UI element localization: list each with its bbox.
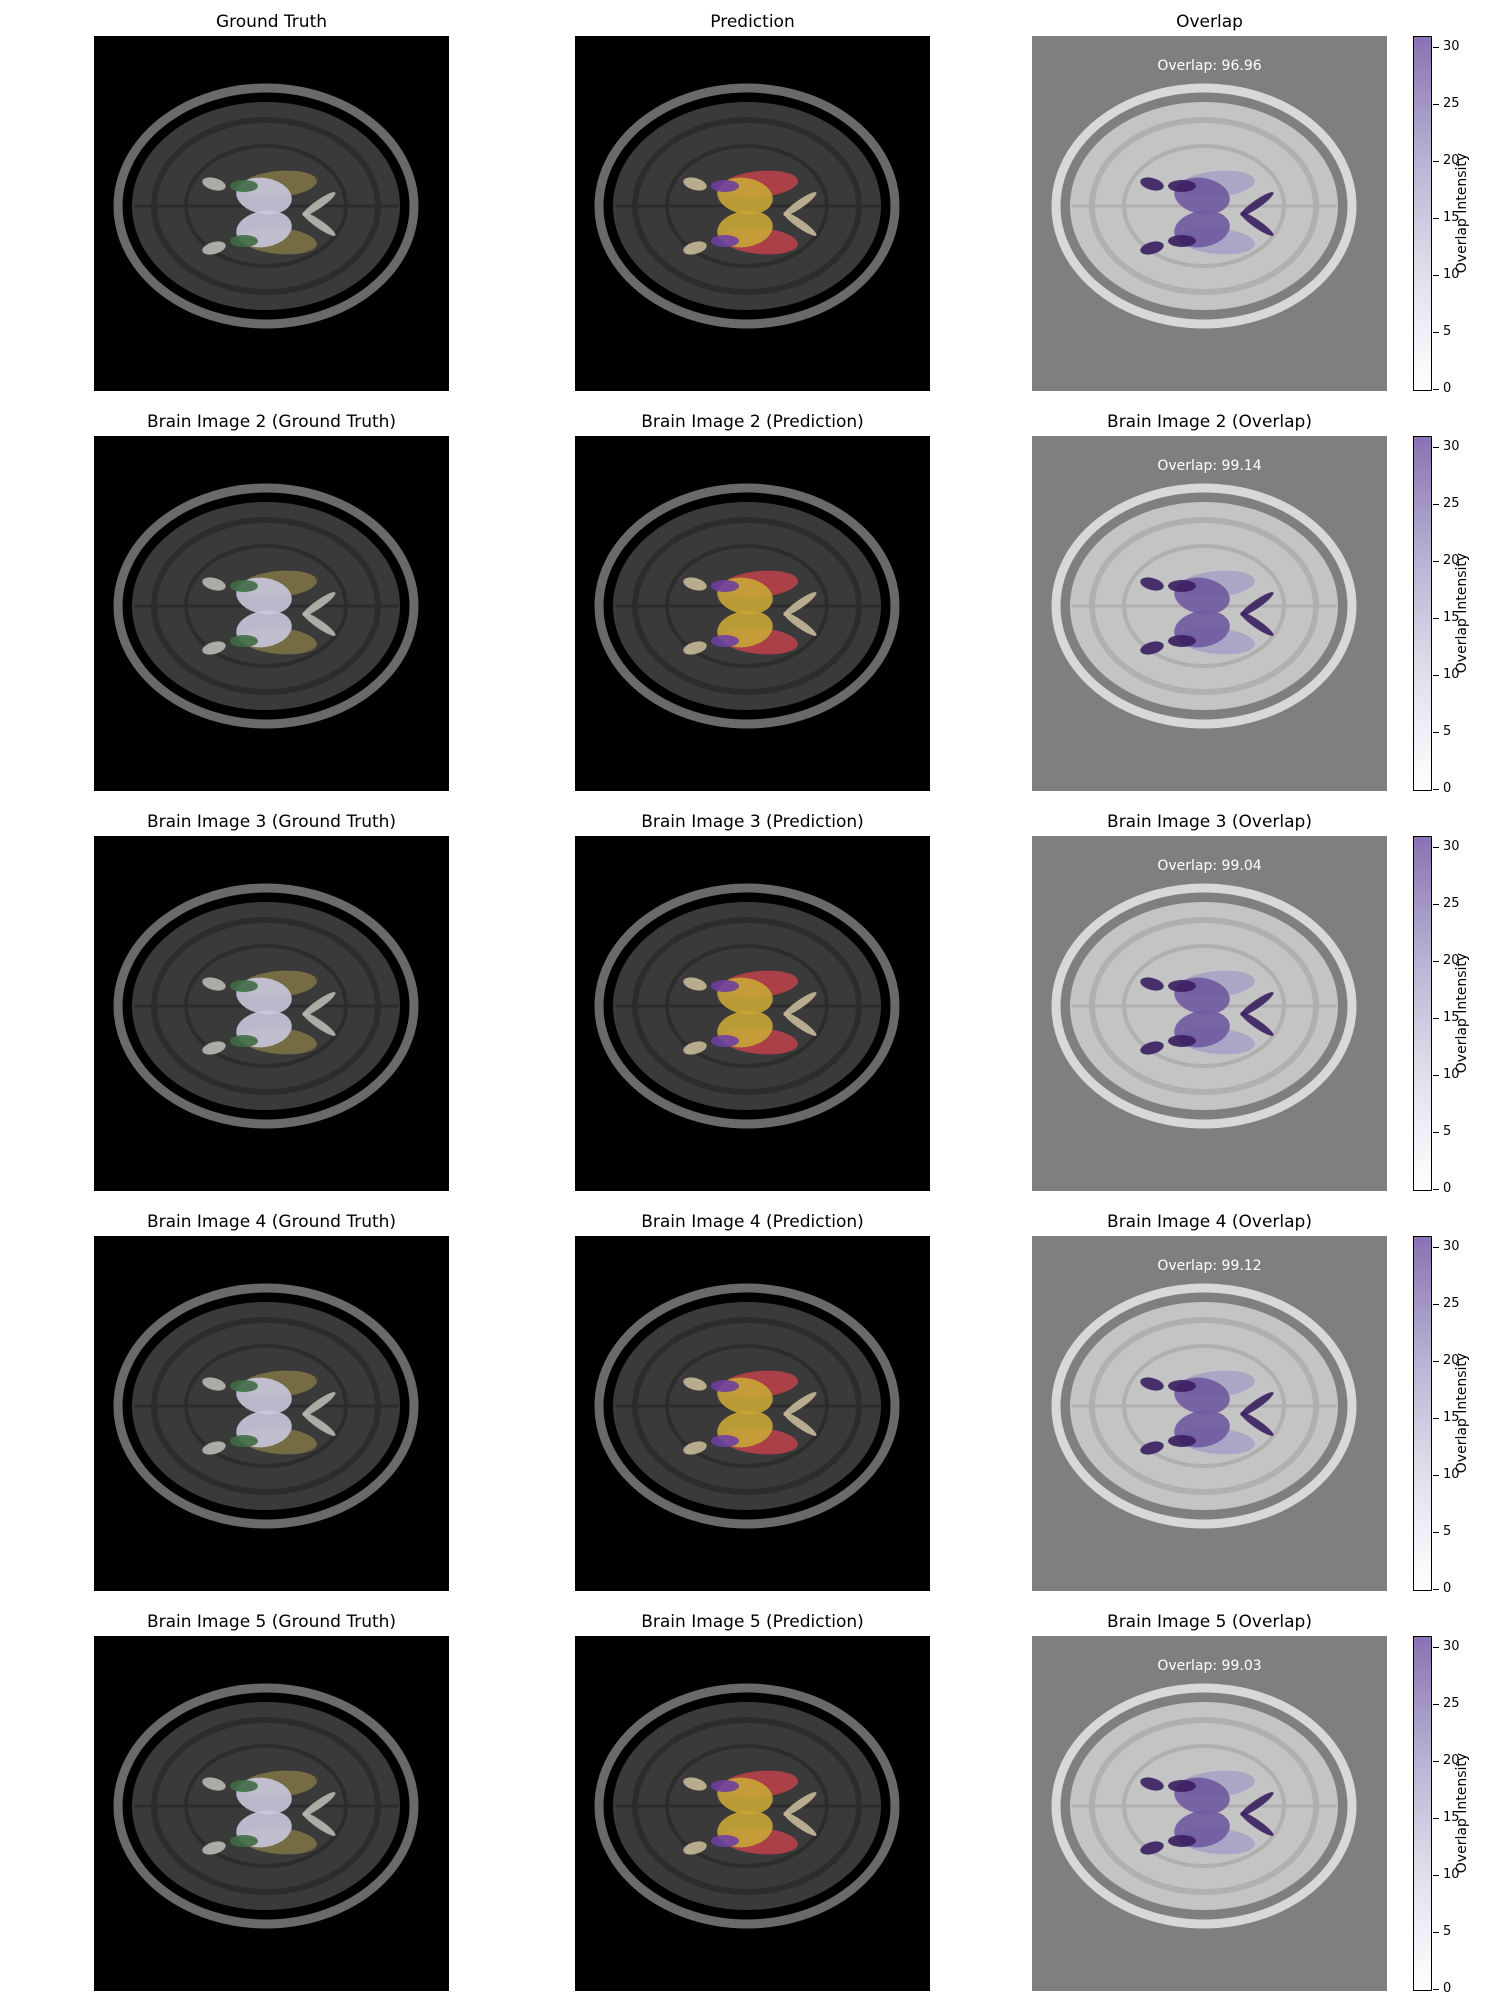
figure-row-1: Ground Truth Prediction Overlap Overlap:… <box>0 0 1500 400</box>
colorbar-tick: 10 <box>1443 667 1460 682</box>
brain-mri-slice <box>575 436 930 791</box>
figure-row-3: Brain Image 3 (Ground Truth) Brain Image… <box>0 800 1500 1200</box>
colorbar-tick: 30 <box>1443 1239 1460 1254</box>
colorbar-tick: 20 <box>1443 553 1460 568</box>
ground-truth-title: Brain Image 4 (Ground Truth) <box>146 1212 397 1232</box>
colorbar-tick: 20 <box>1443 153 1460 168</box>
colorbar-tick: 30 <box>1443 839 1460 854</box>
prediction-title: Brain Image 2 (Prediction) <box>641 412 864 432</box>
colorbar-tick: 30 <box>1443 439 1460 454</box>
brain-mri-slice <box>94 836 449 1191</box>
brain-mri-slice <box>1032 836 1387 1191</box>
brain-mri-slice <box>1032 1636 1387 1991</box>
colorbar-tick: 0 <box>1443 1181 1452 1196</box>
colorbar <box>1413 1636 1432 1991</box>
colorbar-tick: 25 <box>1443 96 1460 111</box>
colorbar-tick: 15 <box>1443 210 1460 225</box>
overlap-title: Brain Image 5 (Overlap) <box>1107 1612 1312 1632</box>
colorbar-tick: 20 <box>1443 953 1460 968</box>
prediction-image <box>575 1236 930 1591</box>
colorbar-tick: 20 <box>1443 1353 1460 1368</box>
ground-truth-title: Brain Image 3 (Ground Truth) <box>146 812 397 832</box>
colorbar-tick: 15 <box>1443 1010 1460 1025</box>
colorbar-tick: 15 <box>1443 610 1460 625</box>
colorbar-tick: 10 <box>1443 1867 1460 1882</box>
overlap-image: Overlap: 99.03 <box>1032 1636 1387 1991</box>
ground-truth-image <box>94 436 449 791</box>
overlap-score: Overlap: 99.04 <box>1157 858 1262 874</box>
overlap-image: Overlap: 99.12 <box>1032 1236 1387 1591</box>
ground-truth-image <box>94 836 449 1191</box>
colorbar <box>1413 436 1432 791</box>
prediction-image <box>575 436 930 791</box>
prediction-image <box>575 836 930 1191</box>
overlap-score: Overlap: 99.12 <box>1157 1258 1262 1274</box>
brain-mri-slice <box>575 1236 930 1591</box>
colorbar-tick: 0 <box>1443 1981 1452 1996</box>
colorbar-tick: 0 <box>1443 381 1452 396</box>
ground-truth-image <box>94 1236 449 1591</box>
brain-mri-slice <box>1032 436 1387 791</box>
colorbar-tick: 10 <box>1443 267 1460 282</box>
ground-truth-image <box>94 36 449 391</box>
brain-mri-slice <box>575 836 930 1191</box>
brain-mri-slice <box>94 1636 449 1991</box>
overlap-score: Overlap: 99.14 <box>1157 458 1262 474</box>
prediction-title: Brain Image 5 (Prediction) <box>641 1612 864 1632</box>
prediction-title: Prediction <box>710 12 795 32</box>
overlap-image: Overlap: 96.96 <box>1032 36 1387 391</box>
prediction-image <box>575 36 930 391</box>
colorbar-tick: 20 <box>1443 1753 1460 1768</box>
colorbar-tick: 5 <box>1443 1924 1452 1939</box>
brain-mri-slice <box>575 36 930 391</box>
brain-mri-slice <box>94 436 449 791</box>
brain-mri-slice <box>1032 36 1387 391</box>
figure-row-2: Brain Image 2 (Ground Truth) Brain Image… <box>0 400 1500 800</box>
colorbar-tick: 0 <box>1443 781 1452 796</box>
overlap-title: Brain Image 2 (Overlap) <box>1107 412 1312 432</box>
figure-row-4: Brain Image 4 (Ground Truth) Brain Image… <box>0 1200 1500 1600</box>
overlap-image: Overlap: 99.14 <box>1032 436 1387 791</box>
colorbar <box>1413 836 1432 1191</box>
colorbar-tick: 0 <box>1443 1581 1452 1596</box>
colorbar-tick: 10 <box>1443 1467 1460 1482</box>
brain-mri-slice <box>94 36 449 391</box>
colorbar-tick: 25 <box>1443 496 1460 511</box>
colorbar-tick: 5 <box>1443 1524 1452 1539</box>
ground-truth-title: Ground Truth <box>215 12 328 32</box>
brain-mri-slice <box>1032 1236 1387 1591</box>
brain-mri-slice <box>94 1236 449 1591</box>
overlap-title: Brain Image 4 (Overlap) <box>1107 1212 1312 1232</box>
prediction-image <box>575 1636 930 1991</box>
prediction-title: Brain Image 4 (Prediction) <box>641 1212 864 1232</box>
colorbar <box>1413 36 1432 391</box>
colorbar-tick: 5 <box>1443 724 1452 739</box>
colorbar <box>1413 1236 1432 1591</box>
colorbar-tick: 30 <box>1443 1639 1460 1654</box>
prediction-title: Brain Image 3 (Prediction) <box>641 812 864 832</box>
overlap-image: Overlap: 99.04 <box>1032 836 1387 1191</box>
colorbar-tick: 10 <box>1443 1067 1460 1082</box>
colorbar-tick: 5 <box>1443 1124 1452 1139</box>
overlap-title: Overlap <box>1176 12 1243 32</box>
colorbar-tick: 15 <box>1443 1410 1460 1425</box>
colorbar-tick: 15 <box>1443 1810 1460 1825</box>
colorbar-tick: 25 <box>1443 1296 1460 1311</box>
overlap-score: Overlap: 96.96 <box>1157 58 1262 74</box>
brain-mri-slice <box>575 1636 930 1991</box>
figure-row-5: Brain Image 5 (Ground Truth) Brain Image… <box>0 1600 1500 2000</box>
overlap-score: Overlap: 99.03 <box>1157 1658 1262 1674</box>
colorbar-tick: 25 <box>1443 896 1460 911</box>
overlap-title: Brain Image 3 (Overlap) <box>1107 812 1312 832</box>
ground-truth-title: Brain Image 5 (Ground Truth) <box>146 1612 397 1632</box>
colorbar-tick: 25 <box>1443 1696 1460 1711</box>
colorbar-tick: 30 <box>1443 39 1460 54</box>
colorbar-tick: 5 <box>1443 324 1452 339</box>
ground-truth-image <box>94 1636 449 1991</box>
ground-truth-title: Brain Image 2 (Ground Truth) <box>146 412 397 432</box>
